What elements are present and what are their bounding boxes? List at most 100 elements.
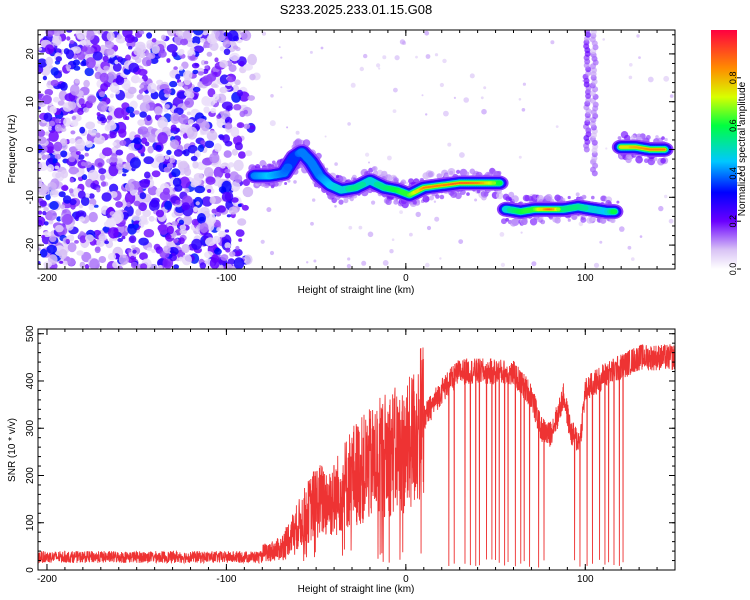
noise-speckle (175, 73, 181, 80)
noise-speckle (169, 132, 175, 137)
noise-speckle (229, 251, 236, 257)
noise-speckle (631, 257, 635, 261)
colorbar-gradient (711, 30, 737, 269)
noise-speckle (205, 237, 216, 247)
noise-speckle (49, 201, 59, 210)
noise-speckle (100, 83, 109, 92)
noise-speckle (169, 139, 180, 149)
noise-speckle (221, 191, 232, 202)
noise-speckle (146, 114, 152, 121)
noise-speckle (219, 46, 225, 52)
noise-speckle (117, 238, 123, 242)
noise-speckle (227, 258, 235, 265)
noise-speckle (165, 234, 172, 240)
noise-speckle (122, 173, 127, 177)
noise-speckle (187, 144, 198, 154)
noise-speckle (220, 164, 226, 169)
noise-speckle (81, 251, 92, 263)
noise-speckle (216, 227, 221, 232)
noise-speckle (85, 140, 93, 148)
noise-speckle (453, 96, 456, 99)
noise-speckle (210, 107, 217, 114)
noise-speckle (132, 137, 142, 145)
noise-speckle (223, 150, 232, 158)
ridge-halo (586, 217, 594, 224)
noise-speckle (224, 242, 231, 249)
noise-speckle (211, 208, 217, 214)
noise-speckle (106, 31, 115, 42)
noise-speckle (84, 67, 94, 77)
noise-speckle (81, 174, 88, 181)
noise-speckle (382, 55, 387, 60)
noise-speckle (113, 139, 122, 149)
noise-speckle (99, 174, 106, 181)
noise-speckle (183, 86, 189, 90)
noise-speckle (599, 240, 603, 244)
spectrogram-ridge (245, 131, 674, 227)
noise-speckle (190, 155, 198, 162)
noise-speckle (52, 158, 58, 164)
noise-speckle (393, 87, 398, 93)
noise-speckle (230, 126, 240, 138)
ridge-halo (266, 163, 272, 169)
noise-speckle (347, 257, 351, 261)
ridge-cell (458, 181, 462, 185)
noise-speckle (184, 167, 192, 177)
noise-speckle (147, 145, 154, 154)
noise-speckle (74, 240, 79, 244)
colorbar-ticks: 0.0 0.2 0.4 0.6 0.8 (728, 72, 741, 275)
noise-speckle (474, 198, 478, 202)
noise-speckle (636, 34, 640, 38)
noise-speckle (628, 75, 633, 80)
noise-speckle (394, 55, 400, 61)
noise-speckle (350, 82, 356, 88)
noise-speckle (183, 215, 193, 226)
noise-speckle (219, 86, 228, 94)
noise-speckle (247, 95, 255, 101)
noise-speckle (166, 149, 172, 155)
noise-speckle (184, 97, 194, 108)
noise-speckle (96, 187, 101, 193)
noise-speckle (664, 194, 668, 199)
ridge-halo (624, 134, 631, 142)
noise-speckle (367, 231, 374, 238)
noise-speckle (157, 132, 168, 144)
noise-speckle (481, 108, 487, 115)
noise-speckle (173, 238, 179, 244)
ridge-halo (540, 219, 546, 225)
noise-speckle (96, 238, 105, 247)
noise-speckle (459, 152, 465, 158)
noise-speckle (194, 150, 201, 158)
ridge-halo (436, 173, 443, 179)
noise-speckle (629, 63, 633, 67)
noise-speckle (200, 38, 206, 43)
noise-speckle (181, 254, 192, 266)
noise-speckle (97, 101, 108, 113)
noise-speckle (69, 40, 75, 44)
noise-speckle (146, 52, 156, 60)
noise-speckle (197, 144, 205, 153)
noise-speckle (157, 116, 168, 129)
noise-speckle (60, 150, 68, 158)
noise-speckle (204, 140, 215, 149)
noise-speckle (127, 249, 132, 253)
x-tick-label: -200 (37, 273, 57, 284)
noise-speckle (306, 261, 309, 264)
noise-speckle (108, 227, 119, 239)
ridge-cell (462, 181, 466, 185)
noise-speckle (139, 102, 150, 113)
noise-speckle (627, 245, 632, 250)
noise-speckle (269, 250, 275, 256)
noise-speckle (143, 156, 154, 165)
ridge-cell (449, 183, 453, 186)
y-tick-label: 0 (25, 567, 36, 573)
x-tick-label: -200 (37, 574, 57, 585)
noise-speckle (508, 191, 515, 198)
noise-speckle (77, 154, 85, 160)
noise-speckle (376, 63, 381, 68)
noise-speckle (59, 138, 68, 146)
noise-speckle (224, 140, 233, 147)
noise-speckle (135, 209, 142, 216)
ridge-cell (556, 207, 561, 212)
noise-speckle (62, 260, 69, 266)
